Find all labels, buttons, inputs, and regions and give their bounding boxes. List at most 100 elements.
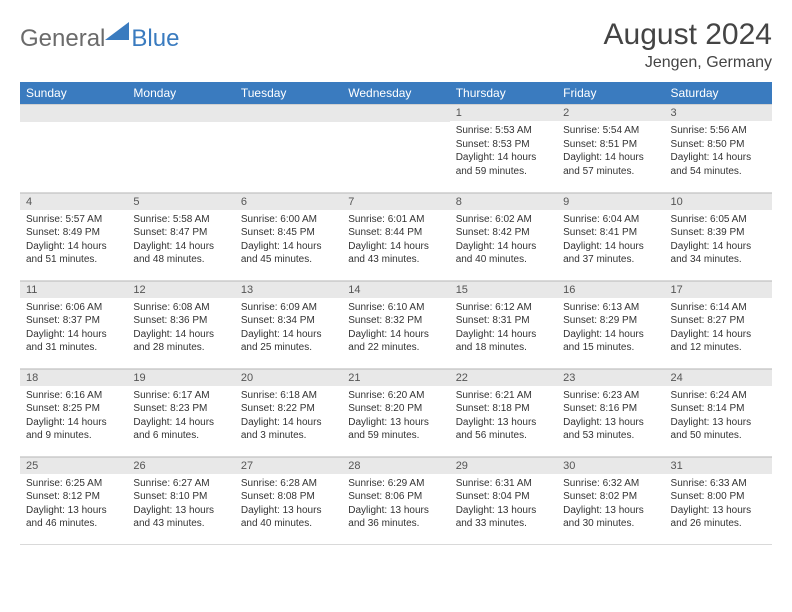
day-header: Friday xyxy=(557,82,664,104)
day-details: Sunrise: 5:53 AMSunset: 8:53 PMDaylight:… xyxy=(450,121,557,182)
day-number: 16 xyxy=(557,281,664,298)
day-details: Sunrise: 6:31 AMSunset: 8:04 PMDaylight:… xyxy=(450,474,557,535)
day-details: Sunrise: 6:13 AMSunset: 8:29 PMDaylight:… xyxy=(557,298,664,359)
day-header: Tuesday xyxy=(235,82,342,104)
calendar-cell: 21Sunrise: 6:20 AMSunset: 8:20 PMDayligh… xyxy=(342,368,449,456)
day-number: 4 xyxy=(20,193,127,210)
day-details: Sunrise: 6:29 AMSunset: 8:06 PMDaylight:… xyxy=(342,474,449,535)
calendar-cell: 8Sunrise: 6:02 AMSunset: 8:42 PMDaylight… xyxy=(450,192,557,280)
calendar-cell: 9Sunrise: 6:04 AMSunset: 8:41 PMDaylight… xyxy=(557,192,664,280)
day-details: Sunrise: 6:06 AMSunset: 8:37 PMDaylight:… xyxy=(20,298,127,359)
day-details: Sunrise: 6:02 AMSunset: 8:42 PMDaylight:… xyxy=(450,210,557,271)
calendar-cell-empty xyxy=(235,104,342,192)
calendar-cell: 24Sunrise: 6:24 AMSunset: 8:14 PMDayligh… xyxy=(665,368,772,456)
calendar-cell: 28Sunrise: 6:29 AMSunset: 8:06 PMDayligh… xyxy=(342,456,449,544)
day-number: 19 xyxy=(127,369,234,386)
day-details: Sunrise: 6:00 AMSunset: 8:45 PMDaylight:… xyxy=(235,210,342,271)
calendar-cell: 20Sunrise: 6:18 AMSunset: 8:22 PMDayligh… xyxy=(235,368,342,456)
calendar-row: 1Sunrise: 5:53 AMSunset: 8:53 PMDaylight… xyxy=(20,104,772,192)
calendar-cell-empty xyxy=(342,104,449,192)
day-number: 24 xyxy=(665,369,772,386)
day-details: Sunrise: 6:10 AMSunset: 8:32 PMDaylight:… xyxy=(342,298,449,359)
calendar-cell: 7Sunrise: 6:01 AMSunset: 8:44 PMDaylight… xyxy=(342,192,449,280)
day-number: 25 xyxy=(20,457,127,474)
day-details: Sunrise: 6:33 AMSunset: 8:00 PMDaylight:… xyxy=(665,474,772,535)
logo: General Blue xyxy=(20,18,179,55)
day-details: Sunrise: 6:05 AMSunset: 8:39 PMDaylight:… xyxy=(665,210,772,271)
day-details: Sunrise: 6:27 AMSunset: 8:10 PMDaylight:… xyxy=(127,474,234,535)
day-details: Sunrise: 6:25 AMSunset: 8:12 PMDaylight:… xyxy=(20,474,127,535)
calendar-body: 1Sunrise: 5:53 AMSunset: 8:53 PMDaylight… xyxy=(20,104,772,544)
day-details: Sunrise: 5:58 AMSunset: 8:47 PMDaylight:… xyxy=(127,210,234,271)
day-number: 22 xyxy=(450,369,557,386)
logo-text-blue: Blue xyxy=(131,25,179,53)
day-number: 26 xyxy=(127,457,234,474)
day-details: Sunrise: 6:01 AMSunset: 8:44 PMDaylight:… xyxy=(342,210,449,271)
calendar-row: 18Sunrise: 6:16 AMSunset: 8:25 PMDayligh… xyxy=(20,368,772,456)
day-number: 21 xyxy=(342,369,449,386)
day-details: Sunrise: 6:23 AMSunset: 8:16 PMDaylight:… xyxy=(557,386,664,447)
day-details: Sunrise: 6:12 AMSunset: 8:31 PMDaylight:… xyxy=(450,298,557,359)
calendar-cell: 18Sunrise: 6:16 AMSunset: 8:25 PMDayligh… xyxy=(20,368,127,456)
day-number: 12 xyxy=(127,281,234,298)
day-details: Sunrise: 6:16 AMSunset: 8:25 PMDaylight:… xyxy=(20,386,127,447)
day-number: 18 xyxy=(20,369,127,386)
day-number: 6 xyxy=(235,193,342,210)
day-details: Sunrise: 6:28 AMSunset: 8:08 PMDaylight:… xyxy=(235,474,342,535)
day-details: Sunrise: 6:08 AMSunset: 8:36 PMDaylight:… xyxy=(127,298,234,359)
calendar-cell: 29Sunrise: 6:31 AMSunset: 8:04 PMDayligh… xyxy=(450,456,557,544)
calendar-cell-empty xyxy=(20,104,127,192)
day-details: Sunrise: 6:18 AMSunset: 8:22 PMDaylight:… xyxy=(235,386,342,447)
calendar-table: SundayMondayTuesdayWednesdayThursdayFrid… xyxy=(20,82,772,545)
day-header: Sunday xyxy=(20,82,127,104)
day-number: 29 xyxy=(450,457,557,474)
calendar-cell: 5Sunrise: 5:58 AMSunset: 8:47 PMDaylight… xyxy=(127,192,234,280)
calendar-page: General Blue August 2024 Jengen, Germany… xyxy=(0,0,792,555)
day-header: Wednesday xyxy=(342,82,449,104)
day-number: 5 xyxy=(127,193,234,210)
calendar-cell-empty xyxy=(127,104,234,192)
calendar-cell: 10Sunrise: 6:05 AMSunset: 8:39 PMDayligh… xyxy=(665,192,772,280)
calendar-row: 25Sunrise: 6:25 AMSunset: 8:12 PMDayligh… xyxy=(20,456,772,544)
calendar-cell: 13Sunrise: 6:09 AMSunset: 8:34 PMDayligh… xyxy=(235,280,342,368)
day-number: 23 xyxy=(557,369,664,386)
day-number: 10 xyxy=(665,193,772,210)
day-number: 13 xyxy=(235,281,342,298)
day-details: Sunrise: 6:20 AMSunset: 8:20 PMDaylight:… xyxy=(342,386,449,447)
calendar-cell: 4Sunrise: 5:57 AMSunset: 8:49 PMDaylight… xyxy=(20,192,127,280)
header: General Blue August 2024 Jengen, Germany xyxy=(20,18,772,72)
calendar-cell: 1Sunrise: 5:53 AMSunset: 8:53 PMDaylight… xyxy=(450,104,557,192)
day-number: 30 xyxy=(557,457,664,474)
day-number: 15 xyxy=(450,281,557,298)
logo-triangle-icon xyxy=(105,22,129,45)
day-number: 1 xyxy=(450,104,557,121)
title-block: August 2024 Jengen, Germany xyxy=(604,18,772,72)
day-header-row: SundayMondayTuesdayWednesdayThursdayFrid… xyxy=(20,82,772,104)
calendar-cell: 27Sunrise: 6:28 AMSunset: 8:08 PMDayligh… xyxy=(235,456,342,544)
calendar-cell: 3Sunrise: 5:56 AMSunset: 8:50 PMDaylight… xyxy=(665,104,772,192)
day-number: 20 xyxy=(235,369,342,386)
calendar-cell: 30Sunrise: 6:32 AMSunset: 8:02 PMDayligh… xyxy=(557,456,664,544)
day-header: Saturday xyxy=(665,82,772,104)
day-number: 31 xyxy=(665,457,772,474)
calendar-cell: 19Sunrise: 6:17 AMSunset: 8:23 PMDayligh… xyxy=(127,368,234,456)
calendar-row: 4Sunrise: 5:57 AMSunset: 8:49 PMDaylight… xyxy=(20,192,772,280)
calendar-cell: 23Sunrise: 6:23 AMSunset: 8:16 PMDayligh… xyxy=(557,368,664,456)
day-header: Monday xyxy=(127,82,234,104)
day-details: Sunrise: 6:21 AMSunset: 8:18 PMDaylight:… xyxy=(450,386,557,447)
day-number: 8 xyxy=(450,193,557,210)
page-title: August 2024 xyxy=(604,18,772,52)
calendar-cell: 12Sunrise: 6:08 AMSunset: 8:36 PMDayligh… xyxy=(127,280,234,368)
calendar-cell: 14Sunrise: 6:10 AMSunset: 8:32 PMDayligh… xyxy=(342,280,449,368)
calendar-cell: 17Sunrise: 6:14 AMSunset: 8:27 PMDayligh… xyxy=(665,280,772,368)
day-number: 2 xyxy=(557,104,664,121)
calendar-row: 11Sunrise: 6:06 AMSunset: 8:37 PMDayligh… xyxy=(20,280,772,368)
calendar-cell: 6Sunrise: 6:00 AMSunset: 8:45 PMDaylight… xyxy=(235,192,342,280)
day-number: 3 xyxy=(665,104,772,121)
day-details: Sunrise: 6:17 AMSunset: 8:23 PMDaylight:… xyxy=(127,386,234,447)
day-number: 17 xyxy=(665,281,772,298)
day-number: 28 xyxy=(342,457,449,474)
calendar-cell: 25Sunrise: 6:25 AMSunset: 8:12 PMDayligh… xyxy=(20,456,127,544)
logo-text-general: General xyxy=(20,25,105,53)
calendar-cell: 22Sunrise: 6:21 AMSunset: 8:18 PMDayligh… xyxy=(450,368,557,456)
